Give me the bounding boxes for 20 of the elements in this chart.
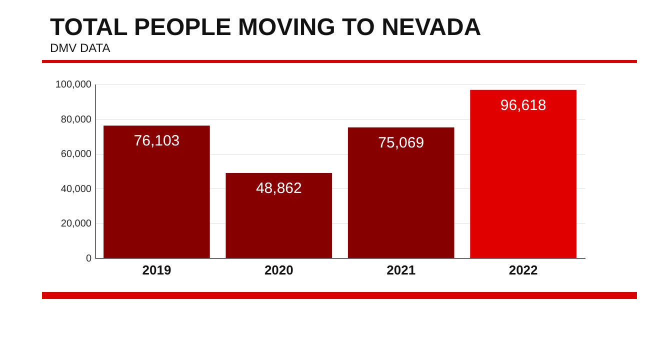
data-label: 75,069 [378,134,424,152]
x-tick-label: 2019 [142,262,172,278]
y-tick-label: 60,000 [60,149,92,160]
y-tick-label: 40,000 [60,184,92,195]
y-tick-label: 80,000 [60,114,92,126]
data-label: 96,618 [500,96,546,114]
bar [226,172,332,258]
x-tick-label: 2020 [264,262,294,278]
y-tick-label: 20,000 [60,218,92,230]
chart-subtitle: DMV DATA [50,41,110,55]
x-tick-label: 2022 [508,262,538,278]
y-tick-label: 100,000 [55,80,92,90]
y-tick-label: 0 [86,254,92,264]
bar [470,90,576,258]
data-label: 76,103 [134,132,180,150]
bar [348,127,454,258]
data-label: 48,862 [256,180,302,197]
x-tick-label: 2021 [386,262,416,278]
chart-title: TOTAL PEOPLE MOVING TO NEVADA [50,14,482,42]
bar [104,126,210,258]
